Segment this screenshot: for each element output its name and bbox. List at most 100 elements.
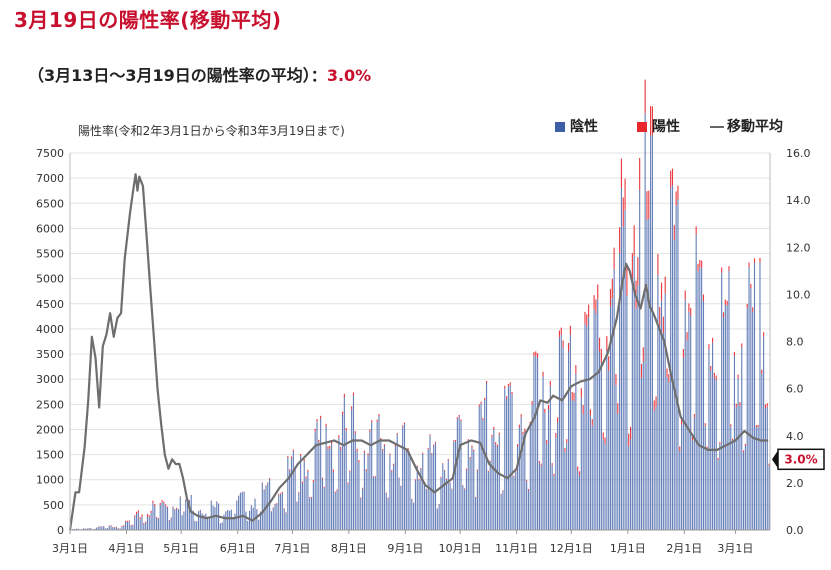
bar-positive (659, 307, 661, 326)
bar-positive (154, 504, 156, 507)
bar-positive (352, 392, 355, 396)
y-left-tick-label: 1500 (36, 449, 64, 462)
bar-negative (476, 470, 478, 530)
bar-negative (495, 444, 497, 530)
bar-positive (137, 510, 139, 513)
bar-negative (526, 481, 528, 530)
bar-positive (263, 489, 265, 490)
bar-positive (340, 446, 342, 450)
bar-positive (314, 428, 316, 432)
bar-negative (702, 300, 705, 530)
bar-positive (682, 348, 684, 358)
bar-positive (115, 526, 118, 528)
bar-positive (628, 433, 630, 447)
bar-positive (161, 500, 163, 502)
bar-negative (354, 433, 356, 530)
bar-negative (104, 528, 107, 530)
bar-negative (429, 435, 431, 530)
y-left-tick-label: 0 (57, 524, 64, 537)
bar-negative (119, 528, 121, 530)
bar-positive (584, 311, 586, 324)
bar-positive (371, 420, 373, 423)
bar-positive (363, 450, 365, 453)
bar-negative (706, 448, 708, 530)
bar-negative (524, 431, 526, 530)
bar-positive (498, 432, 500, 435)
x-tick-label: 3月1日 (52, 542, 88, 555)
bar-negative (254, 498, 256, 530)
bar-positive (653, 400, 655, 411)
bar-positive (673, 225, 675, 240)
bar-negative (405, 451, 407, 530)
bar-positive (336, 489, 338, 491)
bar-negative (363, 452, 365, 530)
bar-negative (163, 503, 165, 530)
bar-positive (613, 247, 615, 270)
bar-positive (595, 299, 597, 314)
bar-positive (609, 288, 612, 307)
bar-negative (493, 429, 495, 530)
bar-negative (232, 518, 234, 530)
bar-positive (320, 415, 322, 419)
bar-positive (531, 401, 533, 405)
y-left-tick-label: 4500 (36, 298, 64, 311)
bar-positive (588, 304, 590, 318)
bar-negative (121, 526, 123, 530)
bar-negative (331, 444, 333, 530)
bar-negative (134, 517, 136, 530)
bar-negative (152, 503, 154, 530)
bar-positive (657, 253, 659, 275)
x-tick-label: 10月1日 (439, 542, 482, 555)
bar-negative (227, 510, 229, 530)
bar-negative (728, 270, 730, 530)
x-tick-label: 2月1日 (666, 542, 702, 555)
bar-positive (547, 405, 550, 410)
bar-positive (433, 444, 435, 446)
bar-negative (695, 234, 697, 530)
bar-positive (276, 503, 278, 505)
bar-negative (132, 525, 134, 530)
bar-negative (332, 471, 334, 530)
bar-negative (682, 357, 684, 530)
bar-positive (580, 388, 582, 398)
bar-negative (108, 526, 110, 530)
bar-positive (278, 493, 280, 495)
bar-positive (156, 516, 158, 518)
bar-positive (396, 433, 398, 435)
bar-negative (454, 441, 457, 530)
bar-negative (145, 522, 147, 530)
bar-negative (278, 494, 280, 530)
bar-positive (602, 432, 604, 440)
bar-positive (633, 225, 635, 256)
bar-positive (362, 487, 364, 489)
bar-negative (389, 454, 391, 530)
bar-negative (717, 459, 719, 530)
bar-positive (453, 440, 455, 442)
bar-negative (578, 475, 581, 530)
bar-negative (496, 446, 499, 530)
bar-positive (367, 453, 369, 456)
bar-negative (374, 477, 376, 530)
legend-swatch (555, 122, 565, 132)
bar-positive (619, 227, 621, 253)
bar-negative (168, 520, 170, 530)
chart-bars (70, 79, 770, 531)
bar-negative (697, 271, 699, 530)
bar-negative (214, 507, 216, 530)
bar-negative (458, 416, 460, 530)
bar-negative (577, 470, 579, 530)
bar-positive (518, 424, 520, 428)
bar-negative (338, 437, 340, 530)
bar-negative (115, 527, 118, 530)
bar-positive (493, 426, 495, 430)
bar-positive (269, 478, 271, 479)
bar-negative (77, 528, 79, 530)
bar-negative (547, 409, 550, 530)
bar-positive (744, 443, 746, 446)
bar-positive (471, 445, 473, 448)
bar-negative (285, 512, 287, 530)
moving-average-line (68, 173, 769, 531)
bar-negative (360, 498, 362, 530)
bar-negative (365, 471, 367, 530)
